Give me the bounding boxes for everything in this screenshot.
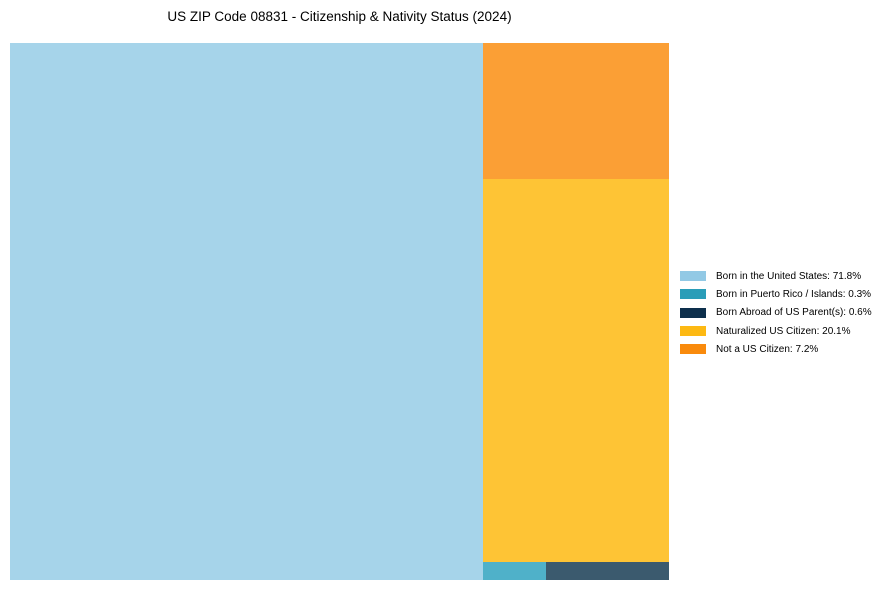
- legend-swatch: [680, 344, 706, 355]
- tile-not-us-citizen: [483, 43, 669, 179]
- legend-swatch: [680, 307, 706, 318]
- legend-item: Naturalized US Citizen: 20.1%: [680, 322, 872, 340]
- tile-born-abroad-us-parents: [546, 562, 669, 580]
- tile-born-in-us: [10, 43, 483, 580]
- legend-label: Not a US Citizen: 7.2%: [716, 343, 819, 355]
- legend-label: Born Abroad of US Parent(s): 0.6%: [716, 307, 872, 319]
- legend-label: Naturalized US Citizen: 20.1%: [716, 325, 851, 337]
- legend-swatch: [680, 289, 706, 300]
- legend-item: Born in the United States: 71.8%: [680, 267, 872, 285]
- legend-swatch: [680, 326, 706, 337]
- chart-title: US ZIP Code 08831 - Citizenship & Nativi…: [167, 9, 512, 24]
- tile-born-puerto-rico: [483, 562, 546, 580]
- legend: Born in the United States: 71.8% Born in…: [680, 267, 872, 358]
- legend-item: Born in Puerto Rico / Islands: 0.3%: [680, 285, 872, 303]
- legend-label: Born in the United States: 71.8%: [716, 270, 862, 282]
- treemap-plot-area: [10, 43, 669, 580]
- legend-item: Not a US Citizen: 7.2%: [680, 340, 872, 358]
- legend-swatch: [680, 271, 706, 282]
- legend-label: Born in Puerto Rico / Islands: 0.3%: [716, 288, 872, 300]
- legend-item: Born Abroad of US Parent(s): 0.6%: [680, 304, 872, 322]
- tile-naturalized-citizen: [483, 179, 669, 562]
